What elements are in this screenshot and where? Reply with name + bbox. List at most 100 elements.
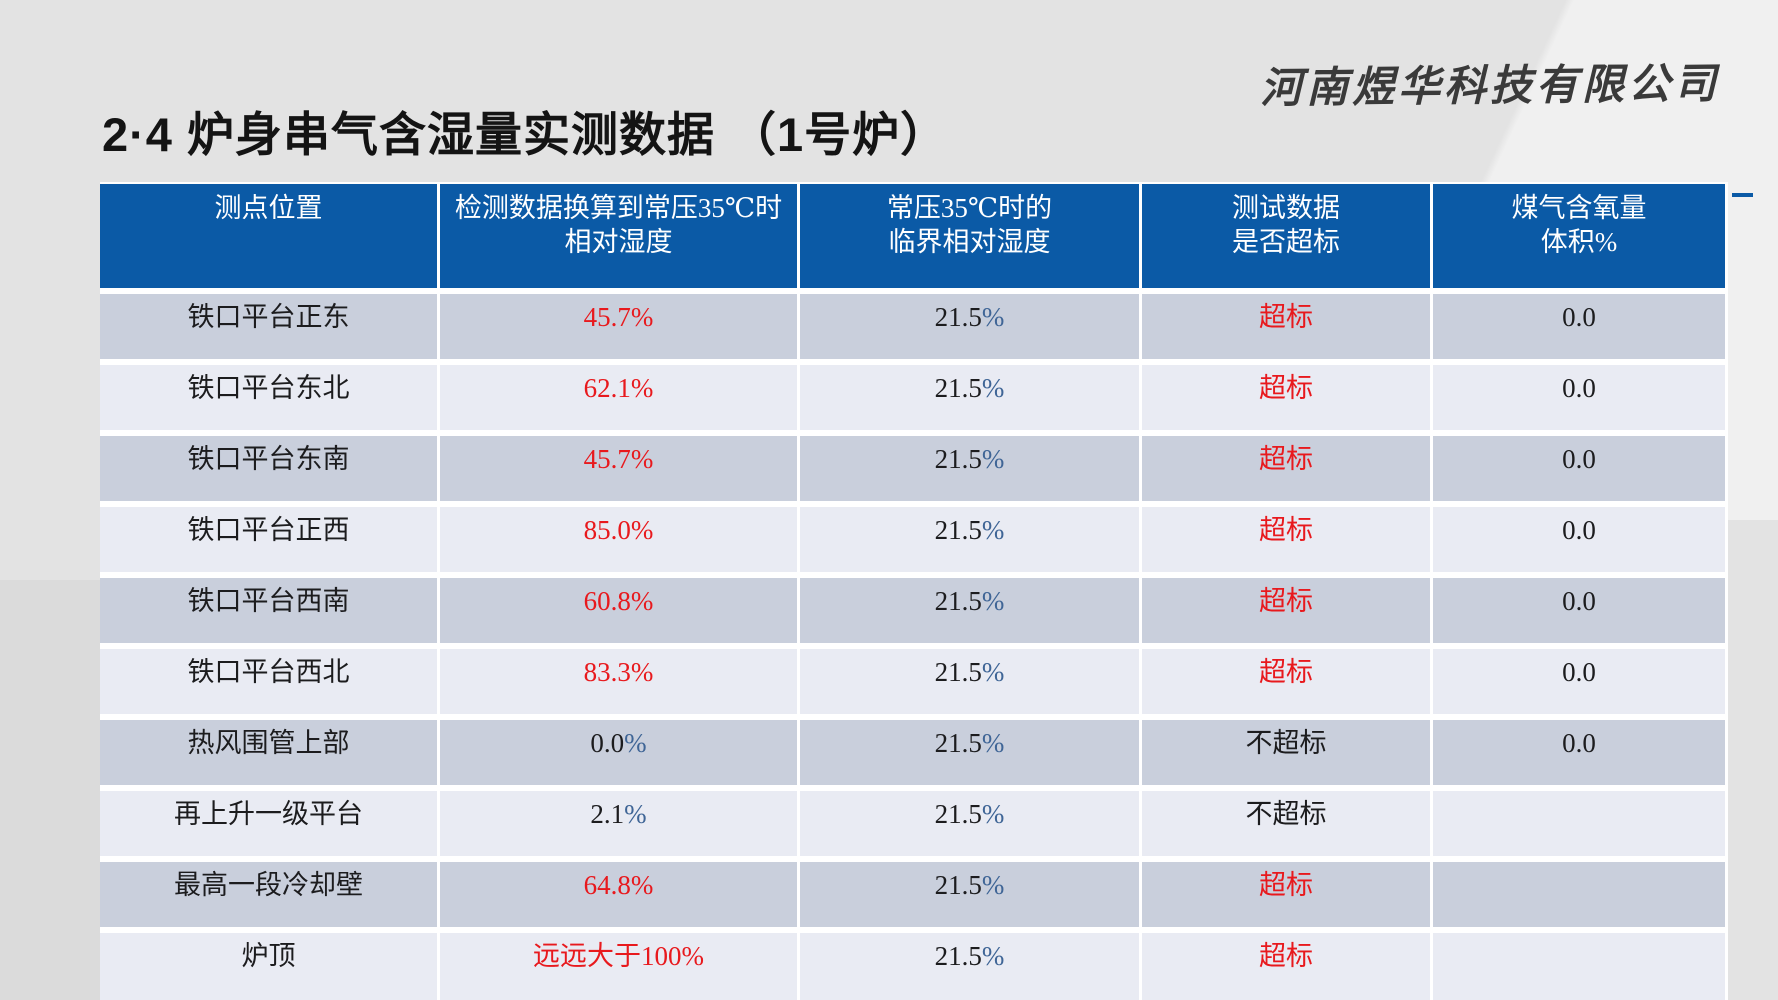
cell-humidity: 85.0%	[440, 507, 800, 572]
cell-status: 超标	[1142, 294, 1433, 359]
cell-status: 超标	[1142, 507, 1433, 572]
percent-sign: %	[981, 728, 1005, 758]
value-number: 21.5	[934, 657, 982, 687]
value-number: 21.5	[934, 799, 982, 829]
cell-humidity: 64.8%	[440, 862, 800, 927]
value-number: 21.5	[934, 515, 982, 545]
cell-oxygen: 0.0	[1433, 294, 1725, 359]
percent-sign: %	[981, 799, 1005, 829]
cell-location: 铁口平台东北	[100, 365, 440, 430]
cell-location: 最高一段冷却壁	[100, 862, 440, 927]
cell-location: 铁口平台正东	[100, 294, 440, 359]
header-line: 相对湿度	[564, 227, 673, 257]
percent-sign: %	[624, 799, 647, 829]
cell-critical: 21.5%	[800, 578, 1142, 643]
company-logo: 河南煜华科技有限公司	[1259, 58, 1721, 113]
table-row: 铁口平台西南 60.8% 21.5% 超标 0.0	[100, 578, 1728, 643]
header-cell-location: 测点位置	[100, 184, 440, 288]
cell-status: 不超标	[1142, 720, 1433, 785]
table-row: 热风围管上部 0.0% 21.5% 不超标 0.0	[100, 720, 1728, 785]
cell-location: 铁口平台西北	[100, 649, 440, 714]
table-row: 铁口平台东北 62.1% 21.5% 超标 0.0	[100, 365, 1728, 430]
header-line: 体积%	[1540, 227, 1618, 257]
table-row: 最高一段冷却壁 64.8% 21.5% 超标	[100, 862, 1728, 927]
cell-critical: 21.5%	[800, 436, 1142, 501]
cell-status: 不超标	[1142, 791, 1433, 856]
table-row: 铁口平台东南 45.7% 21.5% 超标 0.0	[100, 436, 1728, 501]
percent-sign: %	[981, 373, 1005, 403]
cell-status: 超标	[1142, 436, 1433, 501]
cell-status: 超标	[1142, 862, 1433, 927]
value-number: 21.5	[934, 373, 982, 403]
cell-oxygen	[1433, 933, 1725, 1000]
header-line: 煤气含氧量	[1511, 193, 1647, 223]
cell-location: 铁口平台正西	[100, 507, 440, 572]
table-row: 铁口平台西北 83.3% 21.5% 超标 0.0	[100, 649, 1728, 714]
header-cell-critical: 常压35℃时的 临界相对湿度	[800, 184, 1142, 288]
cell-oxygen	[1433, 791, 1725, 856]
cell-status: 超标	[1142, 649, 1433, 714]
cell-oxygen: 0.0	[1433, 507, 1725, 572]
cell-humidity: 0.0%	[440, 720, 800, 785]
cell-critical: 21.5%	[800, 720, 1142, 785]
table-header-row: 测点位置 检测数据换算到常压35℃时 相对湿度 常压35℃时的 临界相对湿度 测试数据 是否…	[100, 184, 1728, 288]
header-line: 临界相对湿度	[888, 227, 1051, 257]
table-body: 铁口平台正东 45.7% 21.5% 超标 0.0 铁口平台东北 62.1% 21.5% 超标 0…	[100, 294, 1728, 1000]
cell-location: 铁口平台东南	[100, 436, 440, 501]
percent-sign: %	[981, 941, 1005, 971]
table-row: 铁口平台正东 45.7% 21.5% 超标 0.0	[100, 294, 1728, 359]
cell-humidity: 45.7%	[440, 436, 800, 501]
value-number: 21.5	[934, 586, 982, 616]
cell-oxygen: 0.0	[1433, 365, 1725, 430]
cell-critical: 21.5%	[800, 649, 1142, 714]
cell-critical: 21.5%	[800, 862, 1142, 927]
cell-oxygen: 0.0	[1433, 720, 1725, 785]
percent-sign: %	[981, 444, 1005, 474]
value-number: 21.5	[934, 870, 982, 900]
header-line: 检测数据换算到常压35℃时	[454, 193, 783, 223]
table-row: 铁口平台正西 85.0% 21.5% 超标 0.0	[100, 507, 1728, 572]
percent-sign: %	[981, 657, 1005, 687]
accent-dash	[1732, 193, 1753, 197]
cell-humidity: 83.3%	[440, 649, 800, 714]
value-number: 21.5	[934, 302, 982, 332]
percent-sign: %	[981, 302, 1005, 332]
header-line: 常压35℃时的	[886, 193, 1053, 223]
value-number: 21.5	[934, 444, 982, 474]
cell-critical: 21.5%	[800, 933, 1142, 1000]
cell-critical: 21.5%	[800, 365, 1142, 430]
header-line: 测点位置	[214, 193, 323, 223]
table-row: 再上升一级平台 2.1% 21.5% 不超标	[100, 791, 1728, 856]
value-number: 21.5	[934, 728, 982, 758]
header-cell-status: 测试数据 是否超标	[1142, 184, 1433, 288]
cell-critical: 21.5%	[800, 791, 1142, 856]
percent-sign: %	[624, 728, 647, 758]
slide-title: 2·4 炉身串气含湿量实测数据 （1号炉）	[102, 108, 949, 161]
cell-status: 超标	[1142, 933, 1433, 1000]
value-number: 21.5	[934, 941, 982, 971]
header-line: 是否超标	[1232, 227, 1340, 257]
table-row: 炉顶 远远大于100% 21.5% 超标	[100, 933, 1728, 1000]
cell-humidity: 2.1%	[440, 791, 800, 856]
cell-oxygen: 0.0	[1433, 436, 1725, 501]
cell-status: 超标	[1142, 365, 1433, 430]
cell-humidity: 62.1%	[440, 365, 800, 430]
value-number: 0.0	[590, 728, 625, 758]
cell-location: 再上升一级平台	[100, 791, 440, 856]
cell-location: 热风围管上部	[100, 720, 440, 785]
data-table: 测点位置 检测数据换算到常压35℃时 相对湿度 常压35℃时的 临界相对湿度 测试数据 是否…	[100, 182, 1728, 1000]
percent-sign: %	[981, 586, 1005, 616]
header-line: 测试数据	[1232, 193, 1340, 223]
cell-location: 铁口平台西南	[100, 578, 440, 643]
cell-humidity: 远远大于100%	[440, 933, 800, 1000]
header-cell-oxygen: 煤气含氧量体积%	[1433, 184, 1725, 288]
header-cell-humidity: 检测数据换算到常压35℃时 相对湿度	[440, 184, 800, 288]
cell-humidity: 60.8%	[440, 578, 800, 643]
percent-sign: %	[981, 870, 1005, 900]
value-number: 2.1	[590, 799, 625, 829]
cell-oxygen: 0.0	[1433, 578, 1725, 643]
cell-critical: 21.5%	[800, 294, 1142, 359]
cell-humidity: 45.7%	[440, 294, 800, 359]
cell-critical: 21.5%	[800, 507, 1142, 572]
